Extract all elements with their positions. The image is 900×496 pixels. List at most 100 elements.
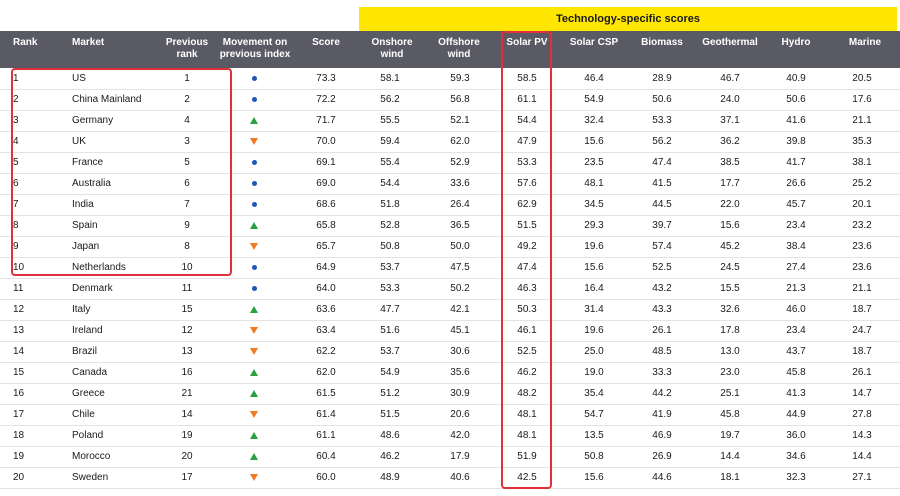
header-solar-csp: Solar CSP	[569, 37, 619, 48]
cell-hydro: 21.3	[786, 283, 806, 294]
cell-solar-pv: 57.6	[517, 178, 537, 189]
cell-marine: 14.4	[852, 451, 872, 462]
cell-hydro: 41.6	[786, 115, 806, 126]
down-arrow-icon	[250, 474, 258, 481]
up-arrow-icon	[250, 222, 258, 229]
cell-solar-pv: 47.4	[517, 262, 537, 273]
cell-offshore-wind: 50.2	[450, 283, 470, 294]
cell-biomass: 43.2	[652, 283, 672, 294]
cell-geothermal: 37.1	[720, 115, 740, 126]
cell-solar-csp: 13.5	[584, 430, 604, 441]
cell-solar-csp: 46.4	[584, 73, 604, 84]
cell-score: 72.2	[316, 94, 336, 105]
cell-biomass: 43.3	[652, 304, 672, 315]
table-row: 7 India 7 68.6 51.8 26.4 62.9 34.5 44.5 22.0 45.7 2…	[0, 194, 900, 216]
cell-solar-pv: 42.5	[517, 472, 537, 483]
cell-movement	[244, 194, 264, 215]
cell-biomass: 44.5	[652, 199, 672, 210]
solar-pv-highlight-box	[501, 31, 552, 489]
cell-geothermal: 14.4	[720, 451, 740, 462]
cell-rank: 1	[13, 73, 19, 84]
cell-hydro: 41.3	[786, 388, 806, 399]
cell-geothermal: 23.0	[720, 367, 740, 378]
table-row: 13 Ireland 12 63.4 51.6 45.1 46.1 19.6 26.1 17.8 2…	[0, 320, 900, 342]
table-row: 5 France 5 69.1 55.4 52.9 53.3 23.5 47.4 38.5 41.7…	[0, 152, 900, 174]
cell-score: 73.3	[316, 73, 336, 84]
cell-offshore-wind: 47.5	[450, 262, 470, 273]
cell-solar-csp: 23.5	[584, 157, 604, 168]
cell-onshore-wind: 48.9	[380, 472, 400, 483]
header-biomass: Biomass	[641, 37, 683, 48]
cell-previous-rank: 20	[181, 451, 193, 462]
cell-offshore-wind: 33.6	[450, 178, 470, 189]
cell-solar-csp: 16.4	[584, 283, 604, 294]
cell-geothermal: 32.6	[720, 304, 740, 315]
cell-solar-pv: 53.3	[517, 157, 537, 168]
cell-solar-csp: 19.0	[584, 367, 604, 378]
cell-movement	[244, 236, 264, 257]
up-arrow-icon	[250, 117, 258, 124]
cell-solar-csp: 34.5	[584, 199, 604, 210]
cell-geothermal: 45.8	[720, 409, 740, 420]
cell-previous-rank: 6	[184, 178, 190, 189]
header-onshore-wind: Onshore wind	[371, 37, 413, 60]
cell-hydro: 46.0	[786, 304, 806, 315]
cell-onshore-wind: 52.8	[380, 220, 400, 231]
cell-score: 62.2	[316, 346, 336, 357]
cell-onshore-wind: 59.4	[380, 136, 400, 147]
cell-solar-csp: 19.6	[584, 241, 604, 252]
table-row: 6 Australia 6 69.0 54.4 33.6 57.6 48.1 41.5 17.7 2…	[0, 173, 900, 195]
cell-solar-pv: 48.1	[517, 409, 537, 420]
cell-offshore-wind: 40.6	[450, 472, 470, 483]
cell-biomass: 50.6	[652, 94, 672, 105]
cell-market: Germany	[72, 115, 114, 126]
cell-biomass: 44.6	[652, 472, 672, 483]
cell-offshore-wind: 30.9	[450, 388, 470, 399]
down-arrow-icon	[250, 348, 258, 355]
table-row: 20 Sweden 17 60.0 48.9 40.6 42.5 15.6 44.6 18.1 32…	[0, 467, 900, 489]
cell-score: 60.4	[316, 451, 336, 462]
cell-marine: 14.7	[852, 388, 872, 399]
cell-solar-csp: 25.0	[584, 346, 604, 357]
cell-hydro: 39.8	[786, 136, 806, 147]
cell-hydro: 32.3	[786, 472, 806, 483]
cell-hydro: 41.7	[786, 157, 806, 168]
cell-onshore-wind: 51.8	[380, 199, 400, 210]
up-arrow-icon	[250, 432, 258, 439]
cell-offshore-wind: 30.6	[450, 346, 470, 357]
header-geothermal: Geothermal	[702, 37, 758, 48]
table-row: 17 Chile 14 61.4 51.5 20.6 48.1 54.7 41.9 45.8 44.…	[0, 404, 900, 426]
cell-score: 70.0	[316, 136, 336, 147]
cell-market: Japan	[72, 241, 100, 252]
cell-hydro: 36.0	[786, 430, 806, 441]
cell-solar-csp: 50.8	[584, 451, 604, 462]
cell-marine: 20.1	[852, 199, 872, 210]
cell-market: Poland	[72, 430, 104, 441]
cell-movement	[244, 257, 264, 278]
cell-rank: 20	[13, 472, 25, 483]
cell-marine: 17.6	[852, 94, 872, 105]
no-change-dot-icon	[251, 202, 257, 207]
cell-rank: 9	[13, 241, 19, 252]
cell-onshore-wind: 46.2	[380, 451, 400, 462]
cell-hydro: 43.7	[786, 346, 806, 357]
cell-geothermal: 36.2	[720, 136, 740, 147]
cell-hydro: 40.9	[786, 73, 806, 84]
cell-offshore-wind: 56.8	[450, 94, 470, 105]
cell-previous-rank: 13	[181, 346, 193, 357]
table-row: 19 Morocco 20 60.4 46.2 17.9 51.9 50.8 26.9 14.4 3…	[0, 446, 900, 468]
cell-solar-pv: 46.1	[517, 325, 537, 336]
table-row: 16 Greece 21 61.5 51.2 30.9 48.2 35.4 44.2 25.1 41…	[0, 383, 900, 405]
cell-geothermal: 17.8	[720, 325, 740, 336]
cell-rank: 8	[13, 220, 19, 231]
cell-biomass: 47.4	[652, 157, 672, 168]
cell-hydro: 26.6	[786, 178, 806, 189]
cell-onshore-wind: 56.2	[380, 94, 400, 105]
cell-previous-rank: 7	[184, 199, 190, 210]
cell-hydro: 50.6	[786, 94, 806, 105]
cell-onshore-wind: 58.1	[380, 73, 400, 84]
cell-solar-csp: 35.4	[584, 388, 604, 399]
table-row: 10 Netherlands 10 64.9 53.7 47.5 47.4 15.6 52.5 2…	[0, 257, 900, 279]
cell-score: 61.4	[316, 409, 336, 420]
cell-movement	[244, 173, 264, 194]
